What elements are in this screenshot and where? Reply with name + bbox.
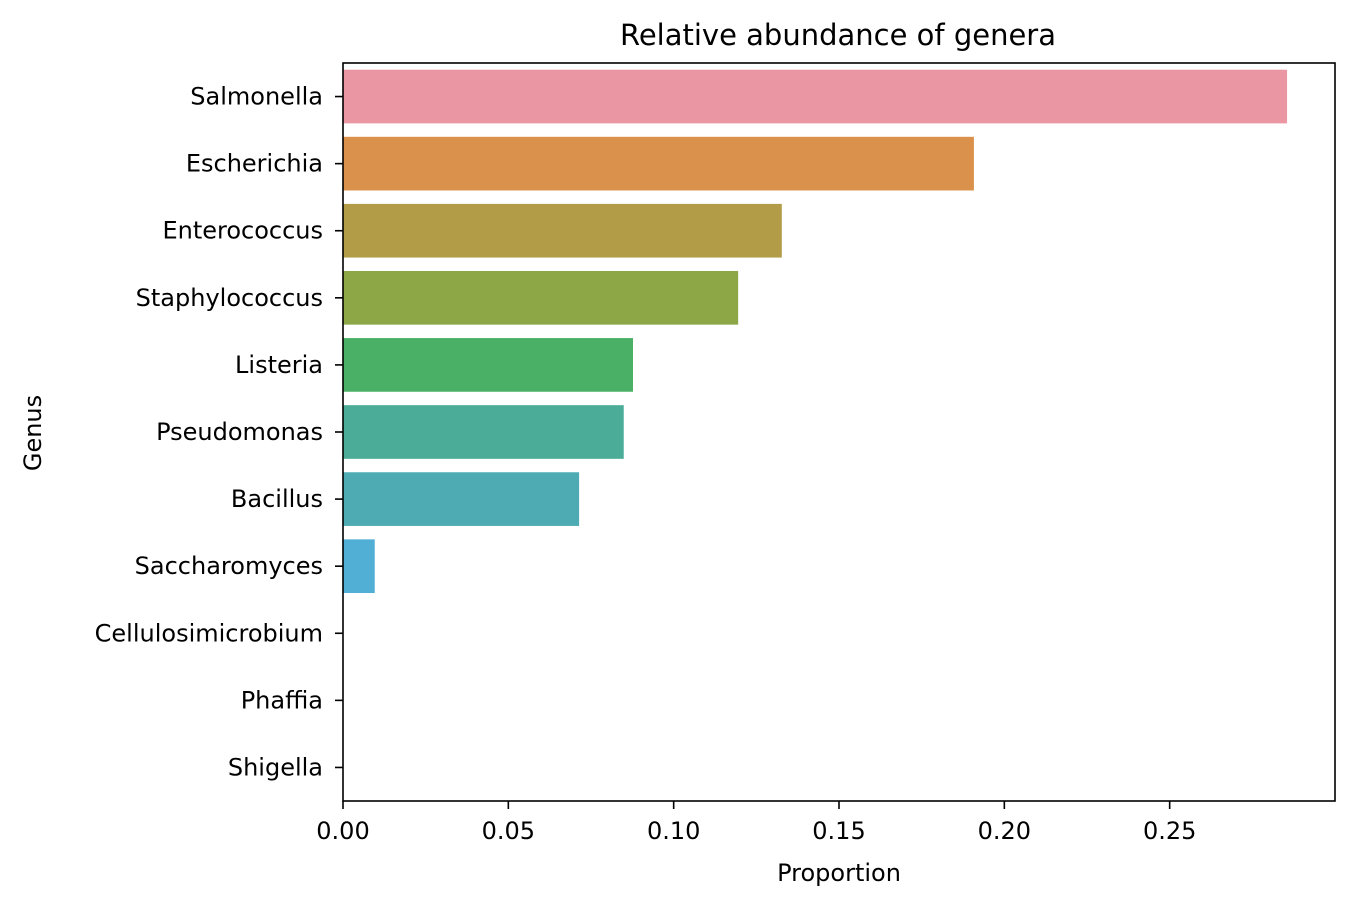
x-axis-title: Proportion (777, 859, 901, 887)
y-tick-label-enterococcus: Enterococcus (162, 217, 323, 245)
x-tick-label: 0.10 (647, 817, 700, 845)
y-tick-label-phaffia: Phaffia (241, 686, 323, 714)
plot-frame (342, 62, 1336, 802)
y-tick-label-saccharomyces: Saccharomyces (135, 552, 323, 580)
y-tick-label-shigella: Shigella (228, 753, 323, 781)
y-tick-label-escherichia: Escherichia (186, 150, 323, 178)
bar-saccharomyces (343, 539, 375, 594)
bar-enterococcus (343, 203, 782, 258)
bar-staphylococcus (343, 270, 739, 325)
chart-title: Relative abundance of genera (620, 18, 1056, 52)
bar-listeria (343, 338, 633, 392)
bar-salmonella (343, 69, 1288, 124)
y-tick-label-pseudomonas: Pseudomonas (156, 418, 323, 446)
x-tick-label: 0.20 (978, 817, 1031, 845)
x-tick-label: 0.25 (1143, 817, 1196, 845)
y-axis-title: Genus (19, 395, 47, 471)
bars-group (343, 69, 1288, 594)
y-tick-label-listeria: Listeria (235, 351, 323, 379)
y-tick-label-staphylococcus: Staphylococcus (136, 284, 323, 312)
x-tick-label: 0.15 (812, 817, 865, 845)
bar-pseudomonas (343, 405, 624, 459)
y-tick-label-bacillus: Bacillus (231, 485, 323, 513)
x-tick-label: 0.05 (482, 817, 535, 845)
x-axis-ticks: 0.00 0.05 0.10 0.15 0.20 0.25 (316, 801, 1196, 845)
x-tick-label: 0.00 (316, 817, 369, 845)
y-tick-label-cellulosimicrobium: Cellulosimicrobium (95, 619, 323, 647)
bar-bacillus (343, 472, 580, 526)
bar-escherichia (343, 136, 974, 191)
y-axis-ticks: Salmonella Escherichia Enterococcus Staphyl… (95, 83, 343, 781)
y-tick-label-salmonella: Salmonella (190, 83, 323, 111)
